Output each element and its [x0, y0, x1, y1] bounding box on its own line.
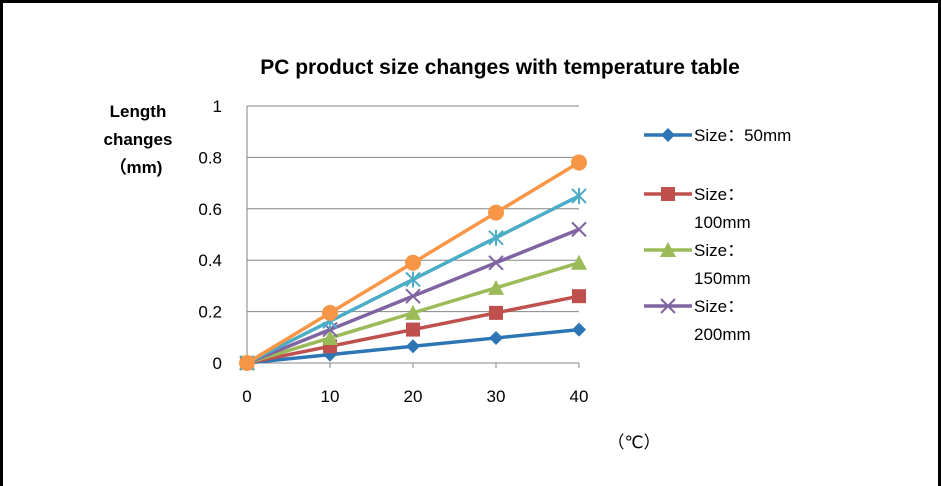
data-point-marker — [489, 305, 503, 320]
data-point-marker — [572, 289, 586, 304]
legend-entry: Size：50mm — [644, 126, 791, 145]
legend-label: 150mm — [694, 269, 751, 288]
x-tick-label: 0 — [242, 387, 251, 406]
chart-title: PC product size changes with temperature… — [260, 56, 740, 79]
data-point-marker — [406, 339, 420, 354]
data-point-marker — [488, 204, 504, 221]
x-axis-label: （℃） — [607, 433, 660, 452]
axes — [246, 106, 580, 368]
data-point-marker — [661, 187, 675, 201]
y-tick-label: 0.6 — [198, 200, 222, 219]
data-point-marker — [571, 187, 587, 204]
x-tick-label: 30 — [487, 387, 506, 406]
data-point-marker — [405, 288, 421, 304]
legend-entry: Size： 200mm — [644, 297, 751, 344]
series-group — [239, 154, 587, 371]
x-tick-label: 40 — [570, 387, 589, 406]
y-axis-label: Length changes （mm) — [104, 102, 173, 177]
legend-label: Size：50mm — [694, 126, 791, 145]
data-point-marker — [239, 355, 255, 371]
legend-label: 200mm — [694, 325, 751, 344]
tick-labels: 00.20.40.60.810 10 20 30 40 — [198, 97, 588, 406]
x-tick-label: 20 — [404, 387, 423, 406]
data-point-marker — [661, 128, 675, 142]
legend-label: Size： — [694, 241, 744, 260]
data-point-marker — [571, 221, 587, 238]
data-point-marker — [405, 304, 421, 320]
data-point-marker — [571, 154, 587, 171]
data-point-marker — [489, 330, 503, 345]
legend-label: 100mm — [694, 213, 751, 232]
legend-entry: Size： 100mm — [644, 185, 751, 232]
data-point-marker — [488, 229, 504, 246]
y-axis-label-line: Length — [110, 102, 167, 121]
y-axis-label-line: changes — [104, 130, 173, 149]
y-tick-label: 0.2 — [198, 303, 222, 322]
data-point-marker — [488, 279, 504, 295]
legend-entry: Size： 150mm — [644, 241, 751, 288]
x-tick-label: 10 — [321, 387, 340, 406]
data-point-marker — [322, 304, 338, 321]
legend-label: Size： — [694, 297, 744, 316]
data-point-marker — [405, 271, 421, 288]
y-tick-label: 0.4 — [198, 251, 222, 270]
data-point-marker — [660, 298, 676, 314]
data-point-marker — [572, 322, 586, 337]
y-tick-label: 1 — [213, 97, 222, 116]
y-tick-label: 0 — [213, 354, 222, 373]
y-axis-label-line: （mm) — [110, 157, 163, 177]
legend: Size：50mm Size： 100mm Size： 150mm Size： 200mm — [644, 126, 791, 344]
data-point-marker — [660, 242, 676, 257]
data-point-marker — [488, 255, 504, 271]
legend-label: Size： — [694, 185, 744, 204]
data-point-marker — [571, 254, 587, 270]
data-point-marker — [322, 329, 338, 345]
data-point-marker — [406, 322, 420, 337]
data-point-marker — [405, 254, 421, 271]
y-tick-label: 0.8 — [198, 148, 222, 167]
series-layer — [239, 154, 587, 371]
